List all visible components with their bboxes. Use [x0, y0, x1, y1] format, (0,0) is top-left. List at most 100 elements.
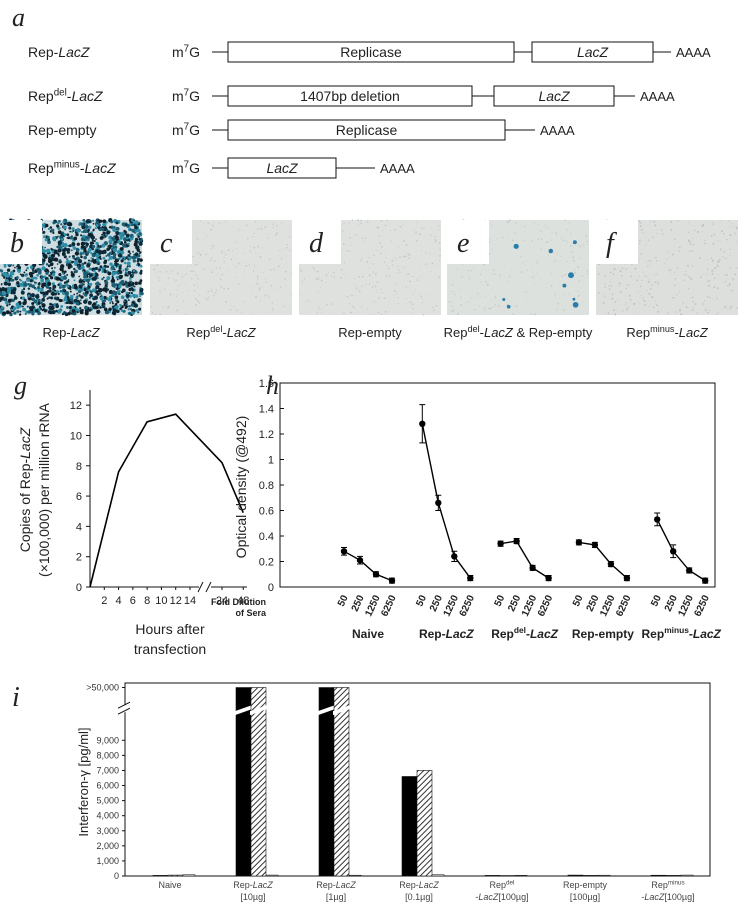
- speckle: [55, 290, 60, 294]
- speckle: [735, 227, 738, 230]
- speckle: [66, 237, 69, 239]
- speckle: [104, 259, 108, 263]
- speckle: [67, 244, 70, 247]
- text-part: Rep: [28, 160, 54, 176]
- speckle: [621, 267, 624, 270]
- speckle: [119, 270, 123, 274]
- speckle: [102, 219, 107, 224]
- dilution-label: 6250: [379, 593, 399, 618]
- speckle: [551, 232, 553, 234]
- speckle: [37, 298, 41, 303]
- speckle: [71, 260, 75, 264]
- speckle: [16, 281, 20, 285]
- bar: [250, 687, 267, 877]
- text-part: Rep: [28, 88, 54, 104]
- speckle: [702, 224, 705, 226]
- speckle: [376, 227, 378, 229]
- speckle: [182, 300, 185, 302]
- cap-label: m7G: [172, 121, 200, 138]
- speckle: [225, 254, 227, 256]
- speckle: [349, 236, 352, 239]
- speckle: [636, 279, 639, 282]
- speckle: [688, 288, 690, 290]
- speckle: [540, 248, 542, 250]
- x-tick-label: -LacZ[100µg]: [475, 892, 528, 902]
- speckle: [637, 292, 639, 294]
- speckle: [286, 246, 288, 249]
- speckle: [439, 242, 441, 244]
- speckle: [18, 304, 22, 308]
- speckle: [159, 293, 161, 295]
- speckle: [315, 277, 318, 280]
- speckle: [627, 306, 629, 309]
- speckle: [478, 305, 480, 307]
- speckle: [80, 245, 84, 249]
- speckle: [223, 261, 225, 263]
- speckle: [7, 282, 12, 287]
- speckle: [707, 311, 709, 314]
- speckle: [123, 261, 127, 265]
- speckle: [130, 218, 135, 223]
- speckle: [22, 287, 26, 291]
- speckle: [570, 251, 573, 254]
- speckle: [451, 305, 454, 308]
- speckle: [435, 305, 437, 307]
- speckle: [350, 245, 352, 247]
- data-point: [419, 420, 426, 427]
- speckle: [604, 283, 606, 285]
- speckle: [136, 259, 140, 263]
- speckle: [532, 276, 534, 279]
- speckle: [73, 285, 78, 290]
- speckle: [283, 305, 286, 307]
- speckle: [264, 226, 267, 229]
- speckle: [349, 303, 351, 305]
- text-part: -: [67, 88, 72, 104]
- speckle: [397, 269, 400, 271]
- speckle: [572, 256, 575, 259]
- speckle: [227, 249, 229, 251]
- speckle: [356, 270, 358, 272]
- speckle: [706, 274, 708, 276]
- speckle: [371, 286, 374, 289]
- speckle: [0, 283, 3, 285]
- speckle: [399, 225, 402, 228]
- speckle: [95, 300, 98, 304]
- speckle: [525, 290, 528, 293]
- speckle: [504, 264, 506, 266]
- speckle: [129, 255, 131, 258]
- speckle: [375, 274, 377, 276]
- speckle: [676, 297, 677, 299]
- speckle: [712, 223, 714, 225]
- speckle: [196, 252, 199, 254]
- y-tick-label: 4,000: [96, 811, 119, 821]
- speckle: [706, 296, 709, 298]
- text-part: [1µg]: [326, 892, 346, 902]
- speckle: [18, 278, 21, 281]
- speckle: [638, 239, 641, 242]
- speckle: [719, 220, 721, 222]
- speckle: [691, 309, 694, 312]
- text-part: Rep-: [399, 880, 419, 890]
- bar: [431, 874, 445, 877]
- text-part: LacZ: [227, 325, 257, 340]
- speckle: [381, 245, 383, 248]
- speckle: [79, 307, 82, 310]
- speckle: [157, 303, 159, 305]
- speckle: [113, 226, 116, 229]
- speckle: [192, 270, 194, 272]
- speckle: [0, 269, 4, 273]
- speckle: [674, 284, 676, 287]
- speckle: [361, 285, 363, 288]
- speckle: [692, 301, 695, 303]
- speckle: [566, 261, 568, 263]
- speckle: [285, 270, 287, 273]
- speckle: [661, 233, 664, 235]
- speckle: [120, 259, 124, 263]
- speckle: [116, 300, 120, 304]
- speckle: [63, 275, 67, 280]
- speckle: [0, 287, 2, 290]
- text-part: Rep-empty: [28, 122, 96, 138]
- speckle: [26, 278, 30, 282]
- speckle: [284, 302, 286, 304]
- bar-break: [333, 705, 350, 716]
